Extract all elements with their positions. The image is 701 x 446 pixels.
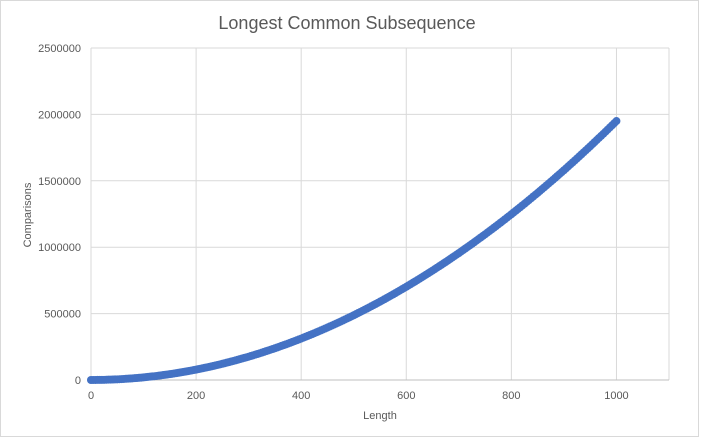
x-axis-ticks: 0 200 400 600 800 1000 (88, 390, 629, 402)
gridlines (90, 47, 670, 380)
y-tick-label: 0 (75, 375, 81, 387)
x-tick-label: 800 (502, 390, 520, 402)
y-tick-label: 1500000 (38, 176, 81, 188)
x-axis-label: Length (363, 410, 397, 422)
x-tick-label: 0 (88, 390, 94, 402)
chart-area (0, 0, 699, 437)
chart-title: Longest Common Subsequence (218, 13, 475, 33)
y-tick-label: 2000000 (38, 109, 81, 121)
y-axis-ticks: 0 500000 1000000 1500000 2000000 2500000 (38, 43, 81, 387)
y-axis-label: Comparisons (22, 182, 34, 247)
y-tick-label: 500000 (44, 309, 81, 321)
x-tick-label: 200 (187, 390, 205, 402)
y-tick-label: 2500000 (38, 43, 81, 55)
data-point (610, 119, 619, 128)
x-tick-label: 600 (397, 390, 415, 402)
data-points (87, 117, 621, 384)
x-tick-label: 1000 (604, 390, 628, 402)
y-tick-label: 1000000 (38, 242, 81, 254)
x-tick-label: 400 (292, 390, 310, 402)
